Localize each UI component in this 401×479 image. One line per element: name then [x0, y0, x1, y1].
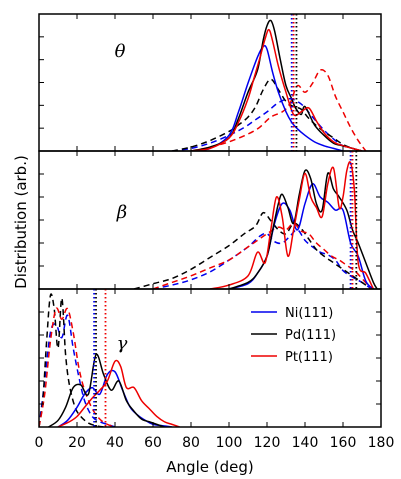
series-pd111-dashed [39, 293, 104, 427]
x-tick-label: 80 [182, 435, 200, 451]
x-tick-label: 180 [368, 435, 395, 451]
series-pd111-solid [48, 353, 165, 427]
x-tick-labels: 0 20 40 60 80 100 120 140 160 180 [35, 435, 395, 451]
panel-2-curves [39, 293, 180, 427]
series-pd111-solid [228, 169, 378, 289]
legend-label-ni111: Ni(111) [285, 306, 333, 321]
x-tick-label: 60 [144, 435, 162, 451]
panel-2: γ [38, 288, 382, 428]
panel-label: β [116, 202, 127, 223]
series-pd111-dashed [133, 211, 372, 289]
series-pt111-solid [209, 161, 375, 289]
x-axis-label: Angle (deg) [166, 458, 253, 476]
legend-label-pd111: Pd(111) [285, 328, 336, 343]
x-tick-label: 120 [254, 435, 281, 451]
panel-0: θ [38, 13, 382, 152]
series-pt111-solid [190, 28, 363, 151]
series-ni111-solid [190, 44, 344, 151]
panel-label: γ [117, 333, 128, 354]
series-pt111-dashed [39, 307, 116, 427]
series-pt111-dashed [152, 222, 373, 289]
x-tick-label: 100 [216, 435, 243, 451]
series-ni111-dashed [39, 314, 116, 427]
panel-label: θ [115, 41, 126, 62]
x-tick-label: 0 [35, 435, 44, 451]
x-tick-label: 20 [68, 435, 86, 451]
x-tick-label: 160 [330, 435, 357, 451]
legend: Ni(111) Pd(111) Pt(111) [251, 306, 336, 365]
series-ni111-solid [57, 369, 173, 427]
series-pt111-solid [57, 359, 180, 427]
panel-1-curves [133, 161, 378, 289]
series-pd111-solid [190, 19, 363, 151]
x-tick-label: 140 [292, 435, 319, 451]
series-pt111-dashed [190, 69, 367, 151]
y-axis-label: Distribution (arb.) [12, 155, 30, 289]
panels: θ β γ 0 20 40 60 80 100 120 140 160 180 [35, 13, 395, 451]
x-tick-label: 40 [106, 435, 124, 451]
panel-0-curves [171, 19, 367, 151]
series-pd111-dashed [171, 78, 363, 151]
panel-1: β [38, 150, 382, 290]
panel-0-frame [38, 13, 382, 152]
legend-label-pt111: Pt(111) [285, 350, 333, 365]
